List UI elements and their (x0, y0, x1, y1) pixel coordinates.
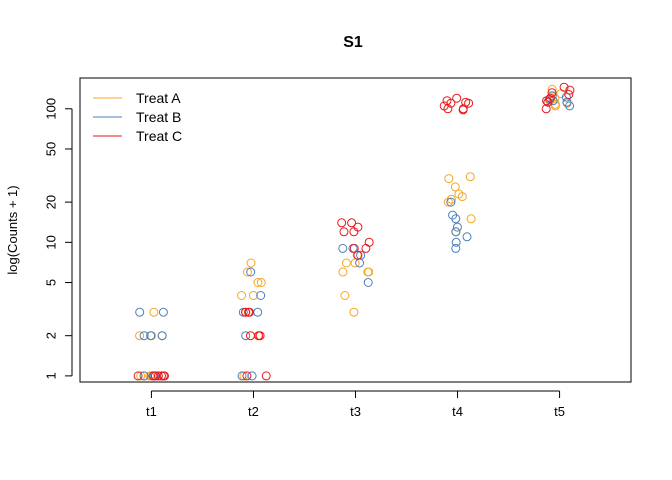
data-point (565, 85, 575, 95)
data-point (451, 227, 461, 237)
data-point (466, 214, 476, 224)
data-point (158, 307, 168, 317)
data-point (248, 291, 258, 300)
data-point (337, 218, 347, 228)
data-point (349, 227, 359, 237)
data-point (241, 307, 250, 317)
data-point (146, 331, 156, 341)
data-point (465, 172, 475, 182)
data-point (256, 278, 266, 287)
data-point (543, 97, 553, 107)
data-point (349, 307, 359, 317)
data-point (458, 105, 468, 115)
data-point (261, 371, 271, 381)
data-point (253, 278, 263, 287)
data-point (361, 243, 371, 253)
x-axis: t1 t2 t3 t4 t5 (146, 390, 565, 419)
x-tick-label: t2 (248, 404, 259, 419)
x-tick-label: t4 (452, 404, 463, 419)
data-point (444, 174, 454, 184)
data-point (550, 101, 560, 111)
data-point (153, 371, 163, 381)
data-points (133, 82, 575, 381)
data-point (565, 101, 575, 111)
data-point (237, 371, 247, 381)
x-tick-label: t1 (146, 404, 157, 419)
data-point (564, 90, 574, 99)
data-point (452, 93, 462, 103)
data-point (135, 331, 145, 341)
legend-label: Treat C (136, 128, 182, 144)
chart-title: S1 (343, 34, 363, 51)
data-point (150, 371, 160, 381)
data-point (255, 331, 265, 341)
y-tick-label: 100 (43, 98, 58, 120)
data-point (139, 331, 149, 341)
data-point (464, 98, 474, 108)
y-axis-label: log(Counts + 1) (5, 185, 20, 274)
data-point (246, 331, 255, 341)
data-point (547, 88, 557, 98)
data-point (246, 267, 256, 277)
legend-label: Treat A (136, 90, 181, 106)
data-point (245, 307, 254, 317)
data-point (149, 307, 159, 317)
data-point (559, 82, 569, 92)
data-point (347, 218, 357, 228)
data-point (237, 291, 247, 300)
data-point (457, 192, 467, 202)
legend: Treat A Treat B Treat C (93, 90, 182, 144)
data-point (133, 371, 143, 381)
data-point (135, 307, 145, 317)
y-tick-label: 50 (43, 142, 58, 156)
data-point (443, 104, 453, 114)
data-point (256, 291, 266, 300)
data-point (238, 307, 248, 317)
plot-area (79, 77, 632, 383)
data-point (450, 182, 460, 192)
data-point (145, 371, 155, 381)
y-tick-label: 5 (43, 279, 58, 286)
data-point (364, 237, 374, 247)
data-point (462, 232, 472, 242)
data-point (353, 250, 363, 260)
data-point (349, 243, 359, 253)
data-point (341, 258, 351, 268)
data-point (451, 237, 461, 247)
data-point (443, 197, 453, 207)
data-point (242, 371, 252, 381)
y-tick-label: 1 (43, 372, 58, 379)
data-point (364, 267, 374, 277)
data-point (338, 267, 348, 277)
data-point (339, 227, 349, 237)
data-point (363, 278, 373, 287)
data-point (246, 258, 256, 268)
data-point (561, 92, 571, 102)
data-point (241, 331, 251, 341)
y-tick-label: 10 (43, 235, 58, 249)
data-point (139, 371, 149, 381)
data-point (541, 104, 551, 114)
x-tick-label: t3 (350, 404, 361, 419)
y-tick-label: 20 (43, 195, 58, 209)
data-point (157, 331, 167, 341)
y-axis: 1 2 5 10 20 50 100 (43, 98, 73, 380)
data-point (247, 371, 257, 381)
y-tick-label: 2 (43, 332, 58, 339)
data-point (136, 371, 146, 381)
data-point (451, 243, 461, 253)
x-tick-label: t5 (554, 404, 565, 419)
data-point (452, 222, 462, 232)
data-point (547, 84, 557, 94)
data-point (148, 371, 158, 381)
data-point (451, 214, 461, 224)
data-point (338, 243, 348, 253)
data-point (242, 267, 252, 277)
data-point (253, 307, 263, 317)
legend-label: Treat B (136, 109, 181, 125)
data-point (446, 197, 456, 207)
data-point (350, 258, 360, 268)
data-point (340, 291, 350, 300)
